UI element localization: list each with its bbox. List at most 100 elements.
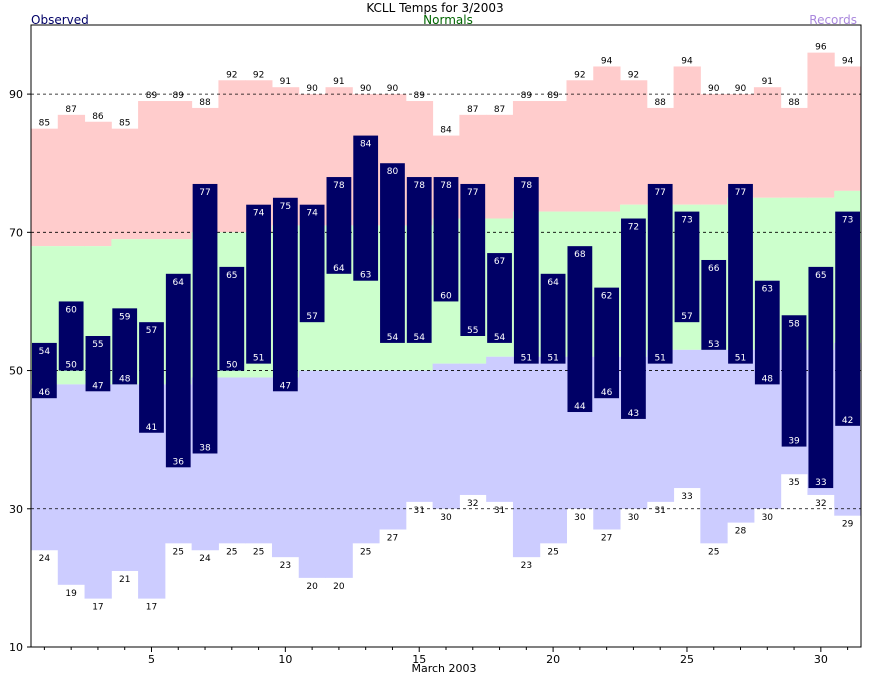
observed-high-label: 59 — [119, 312, 131, 322]
record-high-label: 91 — [333, 77, 344, 87]
observed-low-label: 42 — [842, 416, 853, 426]
record-high-band — [164, 101, 193, 240]
observed-bar — [299, 204, 325, 323]
record-high-label: 87 — [467, 105, 478, 115]
record-low-band — [512, 356, 541, 558]
observed-high-label: 77 — [467, 188, 478, 198]
observed-high-label: 74 — [306, 209, 318, 219]
record-high-label: 88 — [788, 98, 800, 108]
observed-high-label: 64 — [173, 278, 185, 288]
observed-high-label: 78 — [440, 181, 452, 191]
record-low-label: 25 — [253, 547, 264, 557]
observed-high-label: 60 — [65, 305, 77, 315]
y-tick-label: 50 — [9, 365, 23, 378]
observed-low-label: 51 — [654, 354, 665, 364]
record-low-band — [379, 370, 407, 530]
record-high-label: 92 — [628, 70, 639, 80]
record-high-band — [807, 52, 835, 198]
observed-high-label: 64 — [547, 278, 559, 288]
record-low-band — [646, 349, 675, 502]
observed-bar — [594, 287, 620, 399]
observed-high-label: 78 — [521, 181, 533, 191]
record-high-label: 88 — [199, 98, 211, 108]
record-low-label: 25 — [173, 547, 184, 557]
observed-bar — [165, 273, 191, 468]
observed-low-label: 48 — [762, 374, 774, 384]
observed-bar — [85, 336, 111, 392]
observed-bar — [219, 266, 245, 371]
observed-high-label: 65 — [226, 271, 237, 281]
observed-low-label: 54 — [387, 333, 399, 343]
record-low-label: 31 — [413, 506, 424, 516]
x-tick-label: 15 — [412, 653, 426, 666]
observed-bar — [433, 177, 459, 302]
observed-high-label: 78 — [333, 181, 345, 191]
observed-high-label: 73 — [842, 216, 853, 226]
observed-low-label: 50 — [226, 361, 238, 371]
observed-high-label: 62 — [601, 292, 612, 302]
observed-low-label: 51 — [547, 354, 558, 364]
record-low-band — [31, 384, 59, 551]
observed-high-label: 57 — [146, 326, 157, 336]
record-low-label: 29 — [842, 520, 854, 530]
axes: 10 30 50 70 90 5 10 15 20 25 30 — [9, 24, 862, 666]
observed-bar — [406, 177, 432, 343]
y-tick-label: 30 — [9, 503, 23, 516]
y-tick-label: 10 — [9, 641, 23, 654]
observed-bar — [487, 253, 512, 343]
record-low-band — [352, 370, 380, 544]
record-low-label: 31 — [494, 506, 505, 516]
observed-low-label: 55 — [467, 326, 478, 336]
observed-bar — [621, 218, 646, 419]
record-high-label: 90 — [360, 84, 372, 94]
observed-low-label: 44 — [574, 402, 586, 412]
observed-low-label: 54 — [413, 333, 425, 343]
observed-high-label: 77 — [735, 188, 746, 198]
record-labels: 85 24 87 19 86 17 85 21 89 17 89 25 88 24 92 25 92 25 91 23… — [39, 43, 854, 613]
observed-low-label: 57 — [681, 312, 692, 322]
record-high-label: 92 — [226, 70, 237, 80]
observed-bar — [567, 246, 593, 413]
record-low-label: 27 — [601, 534, 612, 544]
record-low-label: 21 — [119, 575, 130, 585]
observed-low-label: 51 — [521, 354, 532, 364]
observed-low-label: 43 — [628, 409, 639, 419]
record-high-band — [138, 101, 166, 240]
chart-title: KCLL Temps for 3/2003 — [366, 1, 503, 15]
observed-bar — [513, 177, 539, 364]
observed-bar — [58, 301, 84, 371]
observed-high-label: 65 — [815, 271, 826, 281]
record-high-label: 94 — [842, 56, 854, 66]
record-low-label: 31 — [654, 506, 665, 516]
record-high-label: 89 — [173, 91, 185, 101]
observed-high-label: 73 — [681, 216, 692, 226]
observed-bar — [380, 163, 405, 343]
record-low-label: 25 — [547, 547, 558, 557]
record-low-band — [271, 377, 300, 558]
record-high-band — [111, 128, 139, 240]
observed-high-label: 66 — [708, 264, 720, 274]
observed-low-label: 46 — [39, 388, 51, 398]
observed-high-label: 78 — [413, 181, 425, 191]
observed-bar — [32, 342, 57, 399]
observed-bar — [246, 204, 271, 364]
observed-bar — [835, 211, 860, 426]
record-low-label: 30 — [762, 513, 774, 523]
observed-low-label: 53 — [708, 340, 719, 350]
observed-bar — [192, 183, 218, 454]
record-low-band — [459, 363, 487, 495]
record-high-band — [57, 114, 86, 247]
record-low-label: 23 — [521, 561, 532, 571]
record-high-band — [566, 80, 594, 212]
record-low-band — [673, 349, 701, 489]
record-high-label: 89 — [521, 91, 533, 101]
record-low-label: 24 — [199, 554, 211, 564]
observed-low-label: 54 — [494, 333, 506, 343]
observed-bar — [808, 266, 834, 489]
record-high-label: 90 — [735, 84, 747, 94]
record-low-band — [84, 384, 112, 599]
x-axis-label: March 2003 — [411, 662, 476, 675]
record-low-band — [727, 349, 755, 523]
observed-high-label: 63 — [762, 285, 773, 295]
